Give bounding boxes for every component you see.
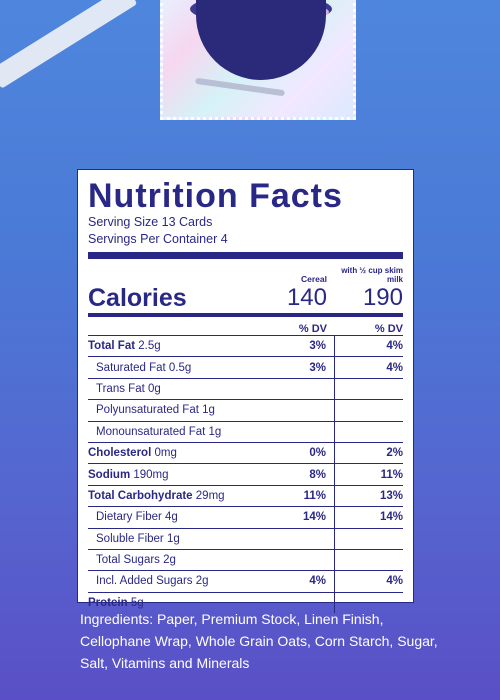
calories-cereal-value: 140: [286, 284, 327, 311]
nutrient-amount: Soluble Fiber 1g: [96, 532, 180, 545]
nutrient-amount: 0mg: [154, 447, 177, 460]
dv-milk: 4%: [386, 340, 403, 353]
dv-milk: 14%: [379, 511, 403, 524]
dv-cereal: [263, 400, 335, 421]
dv-cereal: 14%: [263, 507, 335, 528]
nutrition-title: Nutrition Facts: [88, 177, 343, 215]
nutrient-name: Total Carbohydrate 29mg: [88, 490, 263, 502]
nutrient-amount: 29mg: [195, 489, 225, 502]
dv-cereal: [263, 528, 335, 549]
calories-label: Calories: [88, 284, 187, 312]
dv-milk: 4%: [386, 575, 403, 588]
nutrient-amount: 2.5g: [138, 340, 161, 353]
nutrient-row: Trans Fat 0g: [88, 378, 403, 401]
nutrient-name: Sodium 190mg: [88, 469, 263, 481]
nutrient-bold-label: Total Carbohydrate: [88, 489, 193, 502]
nutrient-row: Total Sugars 2g: [88, 549, 403, 572]
dv-milk: 2%: [386, 447, 403, 460]
nutrient-amount: Total Sugars 2g: [96, 554, 176, 567]
nutrient-row: Total Fat 2.5g 3% 4%: [88, 336, 403, 358]
nutrient-row: Total Carbohydrate 29mg 11% 13%: [88, 485, 403, 508]
nutrient-amount: Trans Fat 0g: [96, 382, 161, 395]
nutrient-row: Protein 5g: [88, 592, 403, 614]
dv-header-cereal: % DV: [298, 323, 327, 335]
nutrient-name: Saturated Fat 0.5g: [88, 362, 263, 374]
nutrient-row: Cholesterol 0mg 0% 2%: [88, 442, 403, 465]
nutrient-amount: 5g: [130, 596, 144, 609]
dv-cereal: 0%: [263, 442, 335, 464]
nutrient-name: Monounsaturated Fat 1g: [88, 426, 263, 438]
nutrient-name: Dietary Fiber 4g: [88, 511, 263, 523]
nutrient-amount: 190mg: [133, 468, 169, 481]
dv-cereal: 4%: [263, 571, 335, 592]
nutrient-rows: Total Fat 2.5g 3% 4% Saturated Fat 0.5g 3% 4%…: [88, 336, 403, 614]
nutrient-name: Total Fat 2.5g: [88, 340, 263, 352]
nutrient-bold-label: Cholesterol: [88, 447, 152, 460]
dv-cereal: 3%: [263, 357, 335, 378]
thick-divider: [88, 252, 403, 259]
column-headers: Cereal with ½ cup skim milk: [88, 262, 403, 284]
dv-cereal: 3%: [263, 336, 335, 357]
nutrient-bold-label: Sodium: [88, 468, 131, 481]
calories-milk-value: 190: [362, 284, 403, 311]
nutrient-amount: Incl. Added Sugars 2g: [96, 575, 209, 588]
dv-cereal: [263, 421, 335, 442]
servings-per-container: Servings Per Container 4: [88, 232, 228, 246]
nutrient-amount: Polyunsaturated Fat 1g: [96, 404, 215, 417]
ingredients-text: Ingredients: Paper, Premium Stock, Linen…: [80, 611, 438, 671]
nutrient-row: Dietary Fiber 4g 14% 14%: [88, 507, 403, 529]
nutrient-row: Incl. Added Sugars 2g 4% 4%: [88, 571, 403, 593]
nutrient-name: Total Sugars 2g: [88, 554, 263, 566]
dv-milk: 13%: [379, 489, 403, 502]
nutrient-name: Trans Fat 0g: [88, 383, 263, 395]
nutrient-bold-label: Total Fat: [88, 340, 136, 353]
dv-cereal: 8%: [263, 464, 335, 485]
nutrient-row: Saturated Fat 0.5g 3% 4%: [88, 357, 403, 379]
milk-column-header: with ½ cup skim milk: [341, 266, 403, 284]
serving-size: Serving Size 13 Cards: [88, 215, 213, 229]
dv-cereal: [263, 378, 335, 400]
cereal-column-header: Cereal: [301, 274, 327, 284]
nutrient-name: Incl. Added Sugars 2g: [88, 575, 263, 587]
nutrient-name: Polyunsaturated Fat 1g: [88, 404, 263, 416]
nutrient-row: Monounsaturated Fat 1g: [88, 421, 403, 443]
calories-row: Calories 140 190: [88, 284, 403, 317]
dv-milk: 4%: [386, 361, 403, 374]
nutrition-facts-label: Nutrition Facts Serving Size 13 Cards Se…: [77, 169, 414, 614]
nutrient-name: Protein 5g: [88, 597, 263, 609]
dv-cereal: [263, 549, 335, 571]
nutrient-name: Soluble Fiber 1g: [88, 533, 263, 545]
dv-cereal: 11%: [263, 485, 335, 507]
nutrient-amount: Dietary Fiber 4g: [96, 511, 178, 524]
nutrient-row: Polyunsaturated Fat 1g: [88, 400, 403, 422]
nutrient-bold-label: Protein: [88, 596, 128, 609]
nutrient-name: Cholesterol 0mg: [88, 447, 263, 459]
nutrient-amount: Saturated Fat 0.5g: [96, 361, 192, 374]
white-stripe-decoration: [0, 0, 138, 89]
nutrient-row: Sodium 190mg 8% 11%: [88, 464, 403, 486]
dv-header-row: % DV % DV: [88, 317, 403, 336]
dv-milk: 11%: [380, 468, 403, 481]
dv-header-milk: % DV: [374, 323, 403, 335]
dv-cereal: [263, 592, 335, 614]
nutrient-amount: Monounsaturated Fat 1g: [96, 425, 222, 438]
nutrient-row: Soluble Fiber 1g: [88, 528, 403, 550]
